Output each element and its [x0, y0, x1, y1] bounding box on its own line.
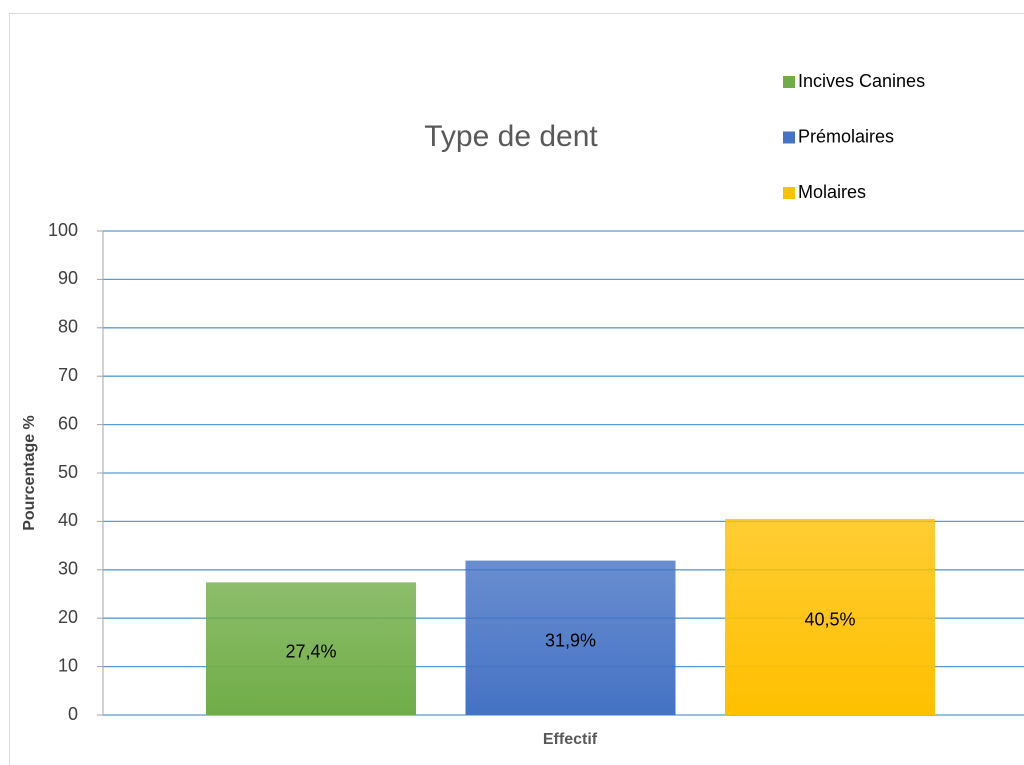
data-label: 27,4%	[285, 641, 336, 661]
y-tick-label: 50	[58, 462, 78, 482]
legend-swatch	[783, 131, 795, 144]
y-tick-label: 70	[58, 365, 78, 385]
bar	[725, 518, 935, 715]
y-tick-label: 20	[58, 607, 78, 627]
y-tick-label: 80	[58, 317, 78, 337]
data-label: 31,9%	[545, 631, 596, 651]
y-tick-label: 30	[58, 559, 78, 579]
chart-border	[9, 13, 1024, 765]
y-tick-label: 40	[58, 510, 78, 530]
legend-label: Incives Canines	[798, 71, 925, 91]
bar	[206, 582, 416, 715]
y-tick-label: 0	[68, 704, 78, 724]
y-tick-label: 60	[58, 413, 78, 433]
legend-swatch	[783, 187, 795, 199]
data-label: 40,5%	[804, 610, 855, 630]
chart-title: Type de dent	[424, 120, 598, 153]
y-tick-label: 10	[58, 655, 78, 675]
x-axis-title: Effectif	[543, 731, 598, 748]
y-tick-label: 100	[48, 220, 78, 240]
legend-swatch	[783, 76, 795, 88]
legend-label: Prémolaires	[798, 126, 894, 146]
y-tick-label: 90	[58, 268, 78, 288]
bar	[465, 560, 676, 715]
legend-label: Molaires	[798, 182, 866, 202]
y-axis-title: Pourcentage %	[21, 415, 38, 531]
